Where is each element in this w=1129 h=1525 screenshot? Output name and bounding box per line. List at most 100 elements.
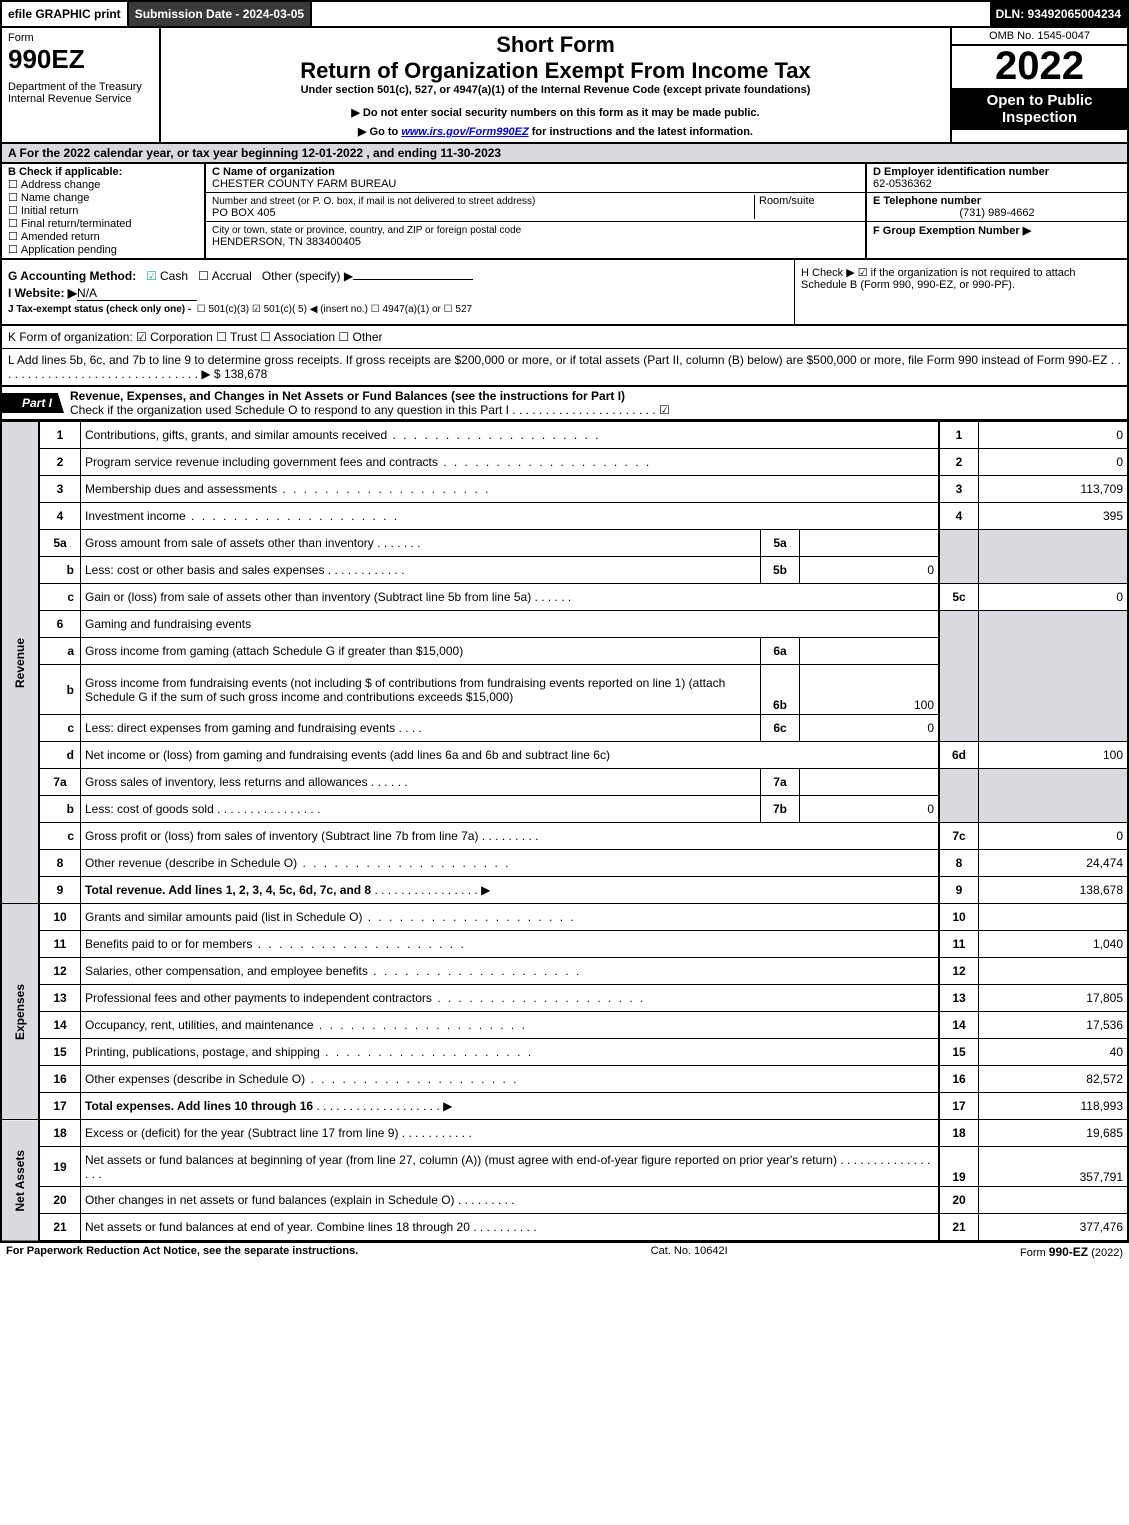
d-12: Salaries, other compensation, and employ… xyxy=(85,964,368,978)
ln-20: 20 xyxy=(39,1187,81,1214)
d-2: Program service revenue including govern… xyxy=(85,455,438,469)
page-footer: For Paperwork Reduction Act Notice, see … xyxy=(0,1242,1129,1261)
amt-17: 118,993 xyxy=(979,1093,1129,1120)
grey-7 xyxy=(939,769,979,823)
iv-5a xyxy=(800,530,940,557)
nc-13: 13 xyxy=(939,985,979,1012)
dln: DLN: 93492065004234 xyxy=(990,2,1127,26)
goto-pre: ▶ Go to xyxy=(358,126,401,138)
b-opt-final[interactable]: Final return/terminated xyxy=(8,217,198,230)
l-gross-receipts: L Add lines 5b, 6c, and 7b to line 9 to … xyxy=(0,349,1129,387)
d-6a: Gross income from gaming (attach Schedul… xyxy=(81,638,761,665)
open-to-public: Open to Public Inspection xyxy=(952,88,1127,130)
side-revenue: Revenue xyxy=(1,422,39,904)
f-group: F Group Exemption Number ▶ xyxy=(867,222,1127,239)
ln-4: 4 xyxy=(39,503,81,530)
ln-5c: c xyxy=(39,584,81,611)
form-label: Form xyxy=(8,32,153,44)
d-5b: Less: cost or other basis and sales expe… xyxy=(85,563,324,577)
b-opt-initial[interactable]: Initial return xyxy=(8,204,198,217)
nc-10: 10 xyxy=(939,904,979,931)
iv-6c: 0 xyxy=(800,715,940,742)
footer-right: Form 990-EZ (2022) xyxy=(1020,1245,1123,1259)
grey-5 xyxy=(939,530,979,584)
col-def: D Employer identification number 62-0536… xyxy=(867,164,1127,258)
lines-table: Revenue 1 Contributions, gifts, grants, … xyxy=(0,421,1129,1242)
ln-11: 11 xyxy=(39,931,81,958)
d-21: Net assets or fund balances at end of ye… xyxy=(85,1220,470,1234)
grey-6 xyxy=(939,611,979,742)
grey-5a xyxy=(979,530,1129,584)
c-name: C Name of organization CHESTER COUNTY FA… xyxy=(206,164,865,193)
tax-year: 2022 xyxy=(952,46,1127,86)
j-tax-status: J Tax-exempt status (check only one) - ☐… xyxy=(8,304,788,315)
amt-19: 357,791 xyxy=(979,1147,1129,1187)
d-20: Other changes in net assets or fund bala… xyxy=(85,1193,455,1207)
nc-12: 12 xyxy=(939,958,979,985)
iv-7b: 0 xyxy=(800,796,940,823)
h-check: H Check ▶ ☑ if the organization is not r… xyxy=(794,260,1127,324)
header-right: OMB No. 1545-0047 2022 Open to Public In… xyxy=(952,28,1127,142)
ln-7a: 7a xyxy=(39,769,81,796)
g-cash-check[interactable] xyxy=(146,269,160,283)
amt-2: 0 xyxy=(979,449,1129,476)
d-8: Other revenue (describe in Schedule O) xyxy=(85,856,297,870)
nc-14: 14 xyxy=(939,1012,979,1039)
do-not-enter: ▶ Do not enter social security numbers o… xyxy=(167,106,944,119)
amt-15: 40 xyxy=(979,1039,1129,1066)
d-7b: Less: cost of goods sold xyxy=(85,802,214,816)
gh-block: G Accounting Method: Cash Accrual Other … xyxy=(0,260,1129,326)
ln-21: 21 xyxy=(39,1214,81,1242)
efile-print[interactable]: efile GRAPHIC print xyxy=(2,2,129,26)
side-expenses: Expenses xyxy=(1,904,39,1120)
nc-5c: 5c xyxy=(939,584,979,611)
nc-2: 2 xyxy=(939,449,979,476)
nc-17: 17 xyxy=(939,1093,979,1120)
under-section: Under section 501(c), 527, or 4947(a)(1)… xyxy=(167,84,944,96)
part1-check: Check if the organization used Schedule … xyxy=(70,403,670,417)
amt-3: 113,709 xyxy=(979,476,1129,503)
return-title: Return of Organization Exempt From Incom… xyxy=(167,58,944,84)
g-accrual-check[interactable] xyxy=(198,269,212,283)
b-opt-address[interactable]: Address change xyxy=(8,178,198,191)
i-website: I Website: ▶N/A xyxy=(8,286,788,301)
amt-4: 395 xyxy=(979,503,1129,530)
amt-10 xyxy=(979,904,1129,931)
ein-val: 62-0536362 xyxy=(873,178,932,190)
b-opt-pending[interactable]: Application pending xyxy=(8,243,198,256)
ln-16: 16 xyxy=(39,1066,81,1093)
d-6c: Less: direct expenses from gaming and fu… xyxy=(85,721,395,735)
ln-18: 18 xyxy=(39,1120,81,1147)
d-1: Contributions, gifts, grants, and simila… xyxy=(85,428,387,442)
d-6: Gaming and fundraising events xyxy=(81,611,940,638)
ln-6a: a xyxy=(39,638,81,665)
ln-6b: b xyxy=(39,665,81,715)
iv-5b: 0 xyxy=(800,557,940,584)
d-11: Benefits paid to or for members xyxy=(85,937,252,951)
d-18: Excess or (deficit) for the year (Subtra… xyxy=(85,1126,398,1140)
b-opt-name[interactable]: Name change xyxy=(8,191,198,204)
nc-18: 18 xyxy=(939,1120,979,1147)
amt-8: 24,474 xyxy=(979,850,1129,877)
grey-6a xyxy=(979,611,1129,742)
c-address: Number and street (or P. O. box, if mail… xyxy=(206,193,865,222)
ln-12: 12 xyxy=(39,958,81,985)
iv-7a xyxy=(800,769,940,796)
amt-14: 17,536 xyxy=(979,1012,1129,1039)
top-bar: efile GRAPHIC print Submission Date - 20… xyxy=(0,0,1129,28)
b-opt-amended[interactable]: Amended return xyxy=(8,230,198,243)
c-city: City or town, state or province, country… xyxy=(206,222,865,250)
nc-3: 3 xyxy=(939,476,979,503)
irs-link[interactable]: www.irs.gov/Form990EZ xyxy=(401,126,528,138)
d-4: Investment income xyxy=(85,509,186,523)
amt-6d: 100 xyxy=(979,742,1129,769)
city-val: HENDERSON, TN 383400405 xyxy=(212,236,361,248)
ln-14: 14 xyxy=(39,1012,81,1039)
amt-5c: 0 xyxy=(979,584,1129,611)
side-net-assets: Net Assets xyxy=(1,1120,39,1242)
iv-6a xyxy=(800,638,940,665)
gh-left: G Accounting Method: Cash Accrual Other … xyxy=(2,260,794,324)
nc-7c: 7c xyxy=(939,823,979,850)
header-left: Form 990EZ Department of the Treasury In… xyxy=(2,28,161,142)
b-title: B Check if applicable: xyxy=(8,166,198,178)
